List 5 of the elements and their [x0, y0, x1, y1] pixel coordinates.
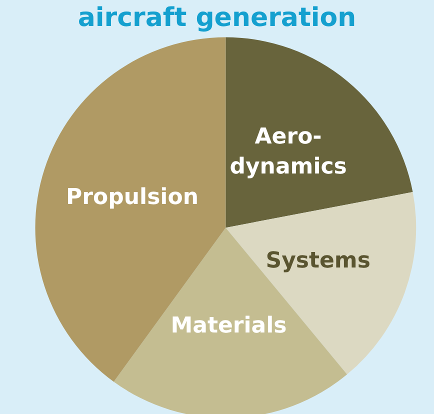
- chart-title: aircraft generation: [78, 3, 356, 33]
- slice-label: Aero- dynamics: [230, 124, 347, 180]
- slice-label: Materials: [170, 313, 287, 338]
- slice-label: Systems: [266, 248, 370, 274]
- slice-label: Propulsion: [66, 184, 198, 210]
